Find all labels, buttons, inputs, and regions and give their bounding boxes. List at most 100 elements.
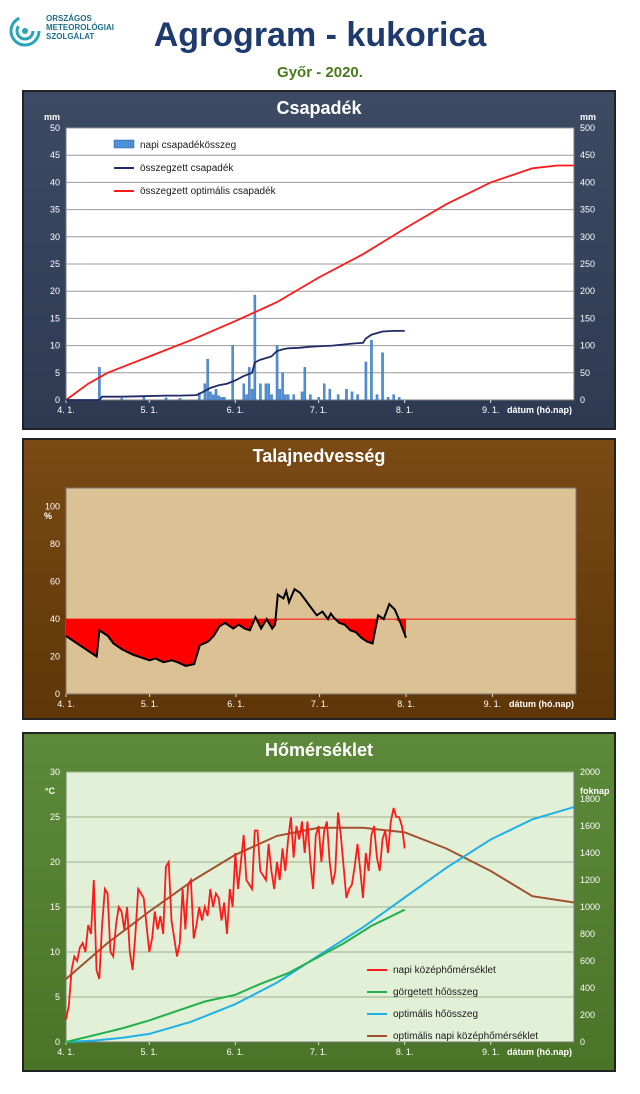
precip-bar	[364, 361, 368, 401]
y-axis-unit: %	[44, 511, 52, 521]
x-tick-label: 8. 1.	[396, 1047, 414, 1057]
y2-tick-label: 500	[580, 123, 595, 133]
precip-bar	[164, 397, 168, 401]
rolling-heat-sum-line	[65, 908, 406, 1043]
x-tick-label: 5. 1.	[141, 699, 159, 709]
precip-bar	[323, 383, 326, 401]
precip-bar	[281, 372, 284, 401]
x-axis-label: dátum (hó.nap)	[507, 1047, 572, 1057]
plot-area	[65, 487, 577, 695]
precip-bar	[345, 388, 348, 401]
legend-label-bar: napi csapadékösszeg	[140, 140, 236, 151]
x-axis-label: dátum (hó.nap)	[509, 699, 574, 709]
x-tick-label: 8. 1.	[396, 405, 414, 415]
x-tick-label: 5. 1.	[141, 1047, 159, 1057]
y-tick-label: 50	[50, 123, 60, 133]
precip-bar	[267, 383, 270, 401]
y-tick-label: 20	[50, 652, 60, 662]
precip-bar	[142, 397, 146, 401]
y2-tick-label: 350	[580, 205, 595, 215]
precip-bar	[300, 391, 304, 401]
y2-tick-label: 400	[580, 983, 595, 993]
logo-line-3: SZOLGÁLAT	[46, 32, 95, 41]
soil-moisture-title: Talajnedvesség	[252, 446, 386, 466]
y-tick-label: 40	[50, 177, 60, 187]
precip-bar	[98, 367, 101, 401]
precip-bar	[217, 395, 221, 401]
precip-bar	[386, 397, 390, 401]
temperature-title: Hőmérséklet	[264, 740, 374, 760]
y-tick-label: 25	[50, 259, 60, 269]
y2-tick-label: 200	[580, 1010, 595, 1020]
precip-bar	[245, 394, 248, 401]
precip-bar	[178, 398, 182, 401]
y2-tick-label: 150	[580, 313, 595, 323]
y-tick-label: 20	[50, 857, 60, 867]
precip-bar	[231, 345, 234, 401]
precip-bar	[278, 388, 282, 401]
y2-axis-unit: foknap	[580, 786, 610, 796]
y-tick-label: 0	[55, 1037, 60, 1047]
legend-label: optimális napi középhőmérséklet	[393, 1031, 538, 1042]
y2-tick-label: 600	[580, 956, 595, 966]
precip-bar	[303, 367, 307, 401]
x-tick-label: 4. 1.	[57, 699, 75, 709]
cumulative-precip-line	[66, 330, 405, 401]
legend-label: napi középhőmérséklet	[393, 965, 496, 976]
y-tick-label: 40	[50, 614, 60, 624]
y2-tick-label: 50	[580, 368, 590, 378]
daily-mean-temp-line	[65, 807, 406, 1020]
y-tick-label: 35	[50, 205, 60, 215]
omsz-logo-icon	[9, 15, 41, 47]
precip-bar	[264, 383, 268, 401]
y2-axis-unit: mm	[580, 112, 596, 122]
legend-label: optimális hőösszeg	[393, 1009, 478, 1020]
soil-deficit-area	[66, 619, 406, 666]
legend-swatch-bar	[113, 139, 135, 149]
y-tick-label: 30	[50, 767, 60, 777]
precip-bar	[214, 388, 218, 401]
y2-tick-label: 1400	[580, 848, 600, 858]
precip-bar	[220, 397, 223, 401]
precip-bar	[253, 294, 257, 401]
precip-bar	[350, 391, 354, 401]
y-tick-label: 10	[50, 947, 60, 957]
y-tick-label: 5	[55, 992, 60, 1002]
x-tick-label: 9. 1.	[484, 699, 502, 709]
soil-moisture-line	[65, 587, 407, 667]
x-tick-label: 6. 1.	[227, 699, 245, 709]
y2-tick-label: 250	[580, 259, 595, 269]
y-tick-label: 0	[55, 395, 60, 405]
temperature-chart: 0 5 10 15 20 25 30 0 200 400 600 800 1000 1200 1400 160…	[45, 767, 610, 1057]
precip-bar	[270, 394, 273, 401]
logo-line-1: ORSZÁGOS	[46, 14, 92, 23]
y2-tick-label: 800	[580, 929, 595, 939]
x-tick-label: 8. 1.	[397, 699, 415, 709]
precip-bar	[250, 388, 254, 401]
precip-bar	[370, 340, 373, 401]
y2-tick-label: 1000	[580, 902, 600, 912]
precip-bar	[309, 394, 312, 401]
precip-bar	[209, 391, 212, 401]
x-tick-label: 7. 1.	[311, 699, 329, 709]
y2-tick-label: 1600	[580, 821, 600, 831]
logo-line-2: METEOROLÓGIAI	[46, 23, 114, 32]
precip-bar	[381, 352, 384, 401]
x-tick-label: 9. 1.	[482, 1047, 500, 1057]
y-tick-label: 0	[55, 689, 60, 699]
y2-tick-label: 2000	[580, 767, 600, 777]
precip-bar	[397, 397, 401, 401]
y-tick-label: 30	[50, 232, 60, 242]
y2-tick-label: 200	[580, 286, 595, 296]
y2-tick-label: 400	[580, 177, 595, 187]
y-tick-label: 100	[45, 502, 60, 512]
logo-text: ORSZÁGOS METEOROLÓGIAI SZOLGÁLAT	[46, 14, 114, 41]
precip-bar	[292, 394, 295, 401]
y2-tick-label: 0	[580, 395, 585, 405]
y2-tick-label: 0	[580, 1037, 585, 1047]
x-tick-label: 7. 1.	[310, 1047, 328, 1057]
precip-bar	[120, 398, 123, 401]
y-axis-unit: °C	[45, 786, 56, 796]
precip-bar	[206, 359, 209, 401]
page-subtitle: Győr - 2020.	[277, 64, 363, 81]
